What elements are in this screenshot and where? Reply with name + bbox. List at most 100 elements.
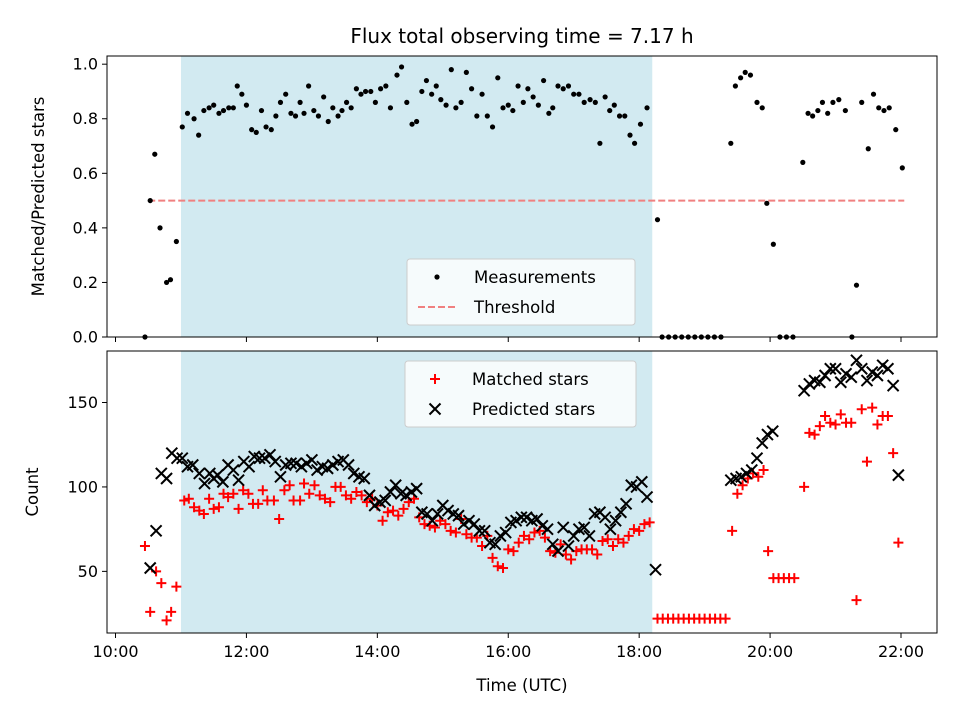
measurement-point xyxy=(495,75,501,81)
measurement-point xyxy=(565,83,572,89)
measurement-point xyxy=(167,277,174,283)
predicted-point xyxy=(845,370,858,384)
top-y-tick-label: 0.4 xyxy=(73,218,98,237)
matched-point xyxy=(257,485,268,496)
top-legend-box xyxy=(406,258,636,326)
legend-matched-marker xyxy=(430,374,440,384)
predicted-point xyxy=(818,369,832,382)
predicted-point xyxy=(551,544,565,558)
predicted-point xyxy=(834,376,847,389)
predicted-point xyxy=(886,379,900,392)
predicted-point xyxy=(473,524,486,538)
predicted-point xyxy=(635,475,648,489)
measurement-point xyxy=(654,217,661,223)
predicted-point xyxy=(640,490,654,504)
measurement-point xyxy=(555,83,561,89)
matched-point xyxy=(213,502,224,513)
bottom-x-tick-label: 14:00 xyxy=(354,642,400,661)
measurement-point xyxy=(249,127,255,133)
measurement-point xyxy=(343,99,350,105)
top-y-axis-title: Matched/Predicted stars xyxy=(29,97,48,297)
measurement-point xyxy=(404,99,410,105)
measurement-point xyxy=(263,124,269,130)
predicted-point xyxy=(750,452,764,465)
matched-point xyxy=(440,519,451,530)
predicted-point xyxy=(860,374,874,387)
measurement-point xyxy=(853,282,860,288)
matched-point xyxy=(753,471,764,482)
measurement-point xyxy=(510,107,516,114)
matched-point xyxy=(393,510,404,521)
matched-point xyxy=(498,562,509,573)
measurement-point xyxy=(348,105,354,111)
matched-point xyxy=(299,478,310,489)
matched-point xyxy=(161,615,172,626)
matched-point xyxy=(351,487,362,497)
measurement-point xyxy=(500,105,506,111)
measurement-point xyxy=(587,97,593,103)
predicted-point xyxy=(342,458,355,472)
top-panel: 0.0 0.2 0.4 0.6 0.8 1.0 Matched/Predicted star… xyxy=(29,55,938,347)
bottom-y-axis-title: Count xyxy=(23,467,42,517)
measurement-point xyxy=(870,91,877,97)
measurement-point xyxy=(230,105,236,111)
measurement-point xyxy=(372,99,378,105)
predicted-point xyxy=(160,472,173,485)
measurement-point xyxy=(571,91,577,97)
predicted-point xyxy=(431,507,444,521)
matched-point xyxy=(171,581,182,592)
bottom-panel: 50 100 150 10:00 12:00 14:00 16:00 18:00 20:00 22… xyxy=(23,350,938,661)
matched-point xyxy=(208,503,219,514)
predicted-point xyxy=(384,485,397,499)
predicted-point xyxy=(619,497,633,511)
predicted-point xyxy=(253,452,266,465)
predicted-point xyxy=(176,452,189,465)
measurement-point xyxy=(627,132,633,138)
x-axis-title: Time (UTC) xyxy=(475,676,567,695)
measurement-point xyxy=(842,107,848,114)
matched-point xyxy=(139,541,150,552)
measurement-point xyxy=(546,110,552,116)
measurement-point xyxy=(211,102,217,108)
matched-point xyxy=(518,530,529,541)
predicted-point xyxy=(855,362,868,375)
measurement-point xyxy=(484,113,490,119)
matched-point xyxy=(238,485,249,496)
matched-point xyxy=(319,493,330,504)
matched-point xyxy=(618,537,629,548)
matched-point xyxy=(166,606,177,617)
matched-point xyxy=(346,493,357,504)
measurement-point xyxy=(353,86,359,92)
predicted-point xyxy=(274,470,287,484)
matched-point xyxy=(804,427,815,438)
predicted-point xyxy=(745,463,758,477)
measurement-point xyxy=(576,91,582,97)
measurement-point xyxy=(535,102,541,108)
measurement-point xyxy=(157,225,163,231)
predicted-point xyxy=(649,563,662,576)
matched-point xyxy=(634,525,645,536)
measurement-point xyxy=(216,110,222,116)
matched-point xyxy=(799,481,810,492)
predicted-point xyxy=(468,517,481,531)
matched-point xyxy=(274,514,285,525)
measurement-point xyxy=(321,94,327,100)
matched-point xyxy=(851,595,862,606)
predicted-point xyxy=(881,362,895,375)
measurement-point xyxy=(201,107,207,114)
measurement-point xyxy=(258,107,265,114)
matched-point xyxy=(340,490,351,501)
matched-point xyxy=(623,530,634,541)
predicted-point xyxy=(242,460,256,473)
matched-point xyxy=(314,490,325,501)
predicted-point xyxy=(284,457,298,470)
measurement-point xyxy=(886,105,892,111)
predicted-point xyxy=(216,475,230,489)
measurement-point xyxy=(800,159,806,165)
matched-point xyxy=(524,534,535,545)
predicted-point xyxy=(193,467,206,480)
matched-point xyxy=(737,480,748,491)
measurement-point xyxy=(622,113,628,119)
legend-matched-label: Matched stars xyxy=(472,370,589,389)
